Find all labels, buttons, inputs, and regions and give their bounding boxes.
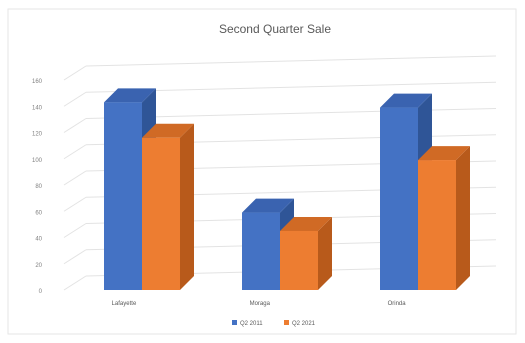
y-tick-label: 0	[39, 289, 43, 295]
chart-title: Second Quarter Sale	[219, 22, 331, 36]
gridline-depth	[63, 223, 87, 238]
bar-q2-2021-moraga	[280, 216, 332, 290]
gridline	[85, 55, 497, 67]
gridline-depth	[63, 91, 87, 107]
y-tick-label: 80	[35, 184, 42, 190]
bar-top	[418, 146, 470, 161]
bar-front	[380, 107, 418, 290]
bar-front	[142, 137, 180, 290]
gridline-depth	[63, 275, 87, 291]
legend-swatch	[232, 320, 237, 325]
y-tick-label: 100	[32, 158, 43, 164]
bars	[104, 88, 470, 290]
bar-front	[280, 230, 318, 290]
bar-q2-2021-orinda	[418, 146, 470, 290]
bar-front	[104, 102, 142, 290]
x-tick-label: Lafayette	[112, 301, 137, 307]
bar-top	[380, 93, 432, 108]
legend: Q2 2011 Q2 2021	[232, 320, 316, 327]
gridline-depth	[63, 196, 87, 212]
y-tick-label: 140	[32, 105, 43, 111]
gridline-depth	[63, 144, 87, 160]
gridline-depth	[63, 118, 87, 133]
x-axis-ticks: Lafayette Moraga Orinda	[112, 301, 407, 307]
y-tick-label: 40	[35, 237, 42, 243]
legend-label: Q2 2011	[240, 321, 263, 327]
bar-side	[180, 123, 194, 290]
gridline-depth	[63, 170, 87, 186]
bar-front	[418, 160, 456, 290]
bar-top	[142, 123, 194, 138]
y-tick-label: 120	[32, 132, 43, 138]
bar-side	[456, 146, 470, 290]
gridline-depth	[63, 65, 87, 81]
legend-label: Q2 2021	[292, 321, 316, 327]
bar-q2-2021-lafayette	[142, 123, 194, 290]
bar-top	[242, 198, 294, 213]
x-tick-label: Orinda	[388, 301, 407, 307]
bar-front	[242, 212, 280, 290]
y-tick-label: 160	[32, 79, 43, 85]
y-tick-label: 20	[35, 263, 42, 269]
x-tick-label: Moraga	[250, 301, 271, 307]
gridline-depth	[63, 249, 87, 265]
legend-swatch	[284, 320, 289, 325]
chart-border	[7, 8, 517, 335]
bar-side	[318, 216, 332, 290]
bar-top	[104, 88, 156, 103]
y-axis-ticks: 0 20 40 60 80 100 120 140 160	[32, 79, 43, 295]
y-tick-label: 60	[35, 210, 42, 216]
bar-top	[280, 216, 332, 231]
